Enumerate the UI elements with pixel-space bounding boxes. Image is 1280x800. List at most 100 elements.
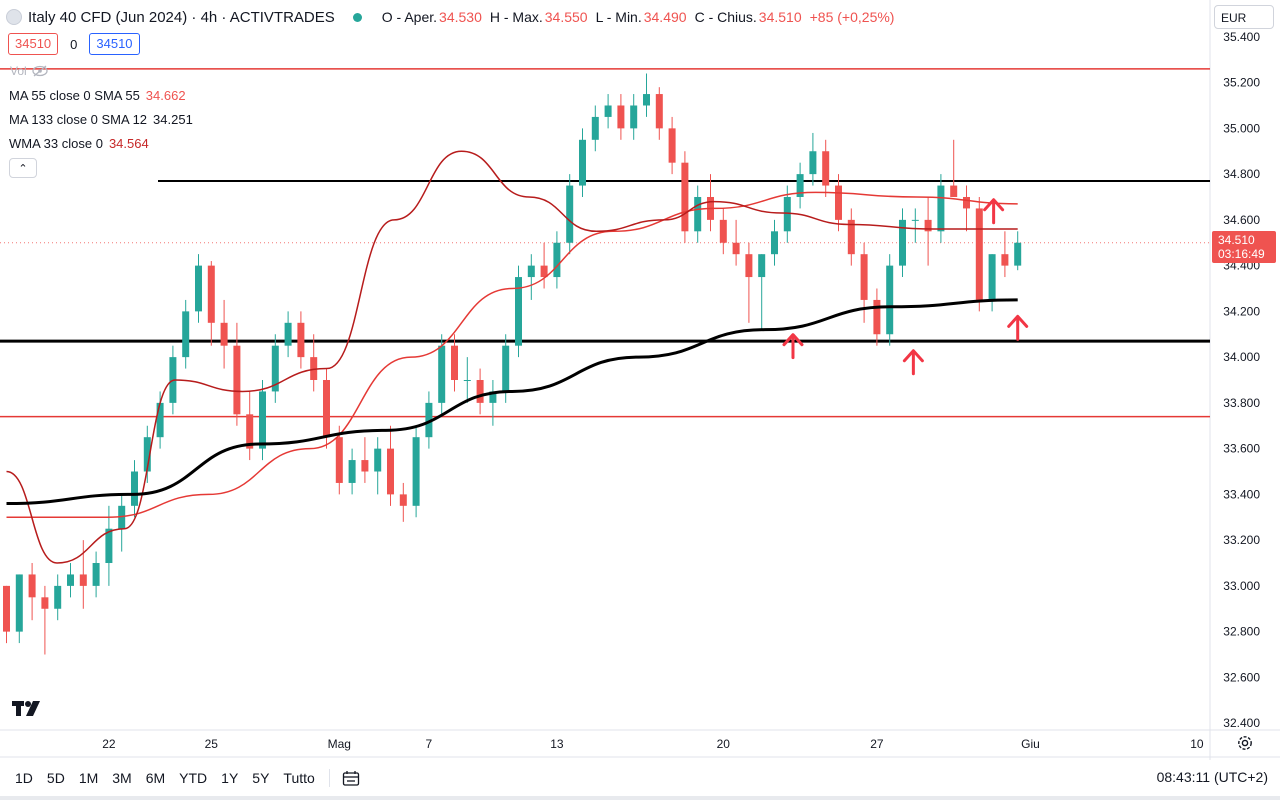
- candle-body: [809, 151, 817, 175]
- indicator-ma55[interactable]: MA 55 close 0 SMA 55 34.662: [9, 88, 186, 103]
- candle-body: [131, 471, 138, 506]
- low-label: L - Min.: [595, 9, 642, 25]
- candle-body: [566, 185, 574, 243]
- candle: [950, 139, 958, 197]
- candle: [822, 139, 830, 197]
- candle: [630, 94, 638, 140]
- y-tick-label: 33.000: [1223, 579, 1260, 593]
- symbol-logo-icon: [6, 9, 22, 25]
- candle-body: [438, 345, 446, 403]
- eye-off-icon[interactable]: [31, 64, 49, 78]
- candle: [617, 94, 625, 140]
- symbol-title[interactable]: Italy 40 CFD (Jun 2024) · 4h · ACTIVTRAD…: [28, 8, 335, 26]
- timeframe-ytd[interactable]: YTD: [179, 770, 208, 786]
- candle-body: [156, 402, 164, 438]
- candle: [988, 254, 996, 312]
- candle: [310, 334, 318, 392]
- candle-body: [617, 105, 625, 129]
- candle-body: [195, 265, 202, 312]
- candle-body: [489, 391, 497, 403]
- y-tick-label: 34.800: [1223, 167, 1260, 181]
- candle-body: [399, 494, 407, 506]
- candle-body: [515, 277, 522, 346]
- candle-body: [246, 414, 254, 449]
- x-tick-label: 10: [1190, 737, 1204, 751]
- timeframe-all[interactable]: Tutto: [283, 770, 315, 786]
- y-tick-label: 34.000: [1223, 350, 1260, 364]
- collapse-legend-button[interactable]: ⌃: [9, 158, 37, 178]
- candle: [835, 174, 842, 232]
- y-tick-label: 34.600: [1223, 213, 1260, 227]
- timeframe-6m[interactable]: 6M: [145, 770, 166, 786]
- candle-body: [783, 196, 791, 232]
- sell-price-button[interactable]: 34510: [8, 33, 59, 55]
- y-tick-label: 34.200: [1223, 304, 1260, 318]
- candle-body: [527, 265, 535, 278]
- candle: [220, 299, 228, 369]
- moving-averages: [6, 150, 1018, 564]
- candle: [195, 254, 202, 323]
- candle-body: [284, 322, 292, 346]
- candle-body: [745, 254, 753, 278]
- candle-body: [950, 185, 958, 197]
- currency-selector[interactable]: EUR: [1214, 5, 1274, 29]
- buy-price-button[interactable]: 34510: [89, 33, 140, 55]
- candle: [886, 254, 894, 346]
- candle-body: [924, 219, 932, 232]
- candle-body: [207, 265, 215, 323]
- low-value: 34.490: [643, 9, 687, 25]
- candle: [489, 380, 497, 426]
- candle: [182, 299, 190, 369]
- timeframe-1d[interactable]: 1D: [15, 770, 33, 786]
- candle-body: [988, 254, 996, 300]
- candle-body: [963, 196, 970, 209]
- tradingview-logo-icon[interactable]: [12, 699, 44, 717]
- x-tick-label: 20: [717, 737, 731, 751]
- x-tick-label: 25: [205, 737, 219, 751]
- timeframe-3m[interactable]: 3M: [112, 770, 132, 786]
- candle-body: [553, 242, 561, 278]
- candle: [246, 391, 254, 461]
- candle: [758, 254, 766, 330]
- candle-body: [719, 219, 727, 243]
- timeframe-5d[interactable]: 5D: [46, 770, 65, 786]
- candle-body: [310, 357, 318, 380]
- y-tick-label: 32.800: [1223, 625, 1260, 639]
- indicator-wma33[interactable]: WMA 33 close 0 34.564: [9, 136, 149, 151]
- volume-legend[interactable]: Vol: [10, 64, 49, 78]
- candle-body: [1001, 254, 1009, 266]
- candle-body: [835, 185, 842, 220]
- settings-gear-icon[interactable]: [1237, 735, 1253, 751]
- price-axis: 35.40035.20035.00034.80034.60034.40034.2…: [1223, 30, 1260, 730]
- candle: [105, 505, 113, 586]
- open-label: O - Aper.: [381, 9, 438, 25]
- timezone-clock[interactable]: 08:43:11 (UTC+2): [1156, 769, 1268, 785]
- candle: [963, 185, 970, 232]
- candle-body: [323, 380, 330, 438]
- timeframe-5y[interactable]: 5Y: [252, 770, 270, 786]
- candle-body: [412, 437, 420, 506]
- ma133-line: [6, 298, 1018, 506]
- calendar-range-icon[interactable]: [342, 770, 360, 786]
- x-tick-label: 7: [426, 737, 433, 751]
- candle-body: [451, 345, 458, 380]
- candle-body: [79, 574, 87, 586]
- candle: [79, 540, 87, 609]
- wma33-line: [6, 150, 1018, 564]
- candle-body: [28, 574, 36, 598]
- candle-body: [3, 585, 10, 632]
- candle-body: [732, 242, 740, 255]
- candle: [438, 334, 446, 415]
- trade-price-boxes: 34510 0 34510: [8, 33, 140, 55]
- high-value: 34.550: [544, 9, 588, 25]
- candle: [1001, 231, 1009, 278]
- candle: [515, 265, 522, 358]
- candle: [259, 380, 266, 461]
- candle: [207, 261, 215, 346]
- indicator-ma133[interactable]: MA 133 close 0 SMA 12 34.251: [9, 112, 193, 127]
- symbol-legend: Italy 40 CFD (Jun 2024) · 4h · ACTIVTRAD…: [6, 6, 902, 28]
- candle-body: [335, 437, 343, 483]
- timeframe-1y[interactable]: 1Y: [221, 770, 239, 786]
- timeframe-1m[interactable]: 1M: [78, 770, 99, 786]
